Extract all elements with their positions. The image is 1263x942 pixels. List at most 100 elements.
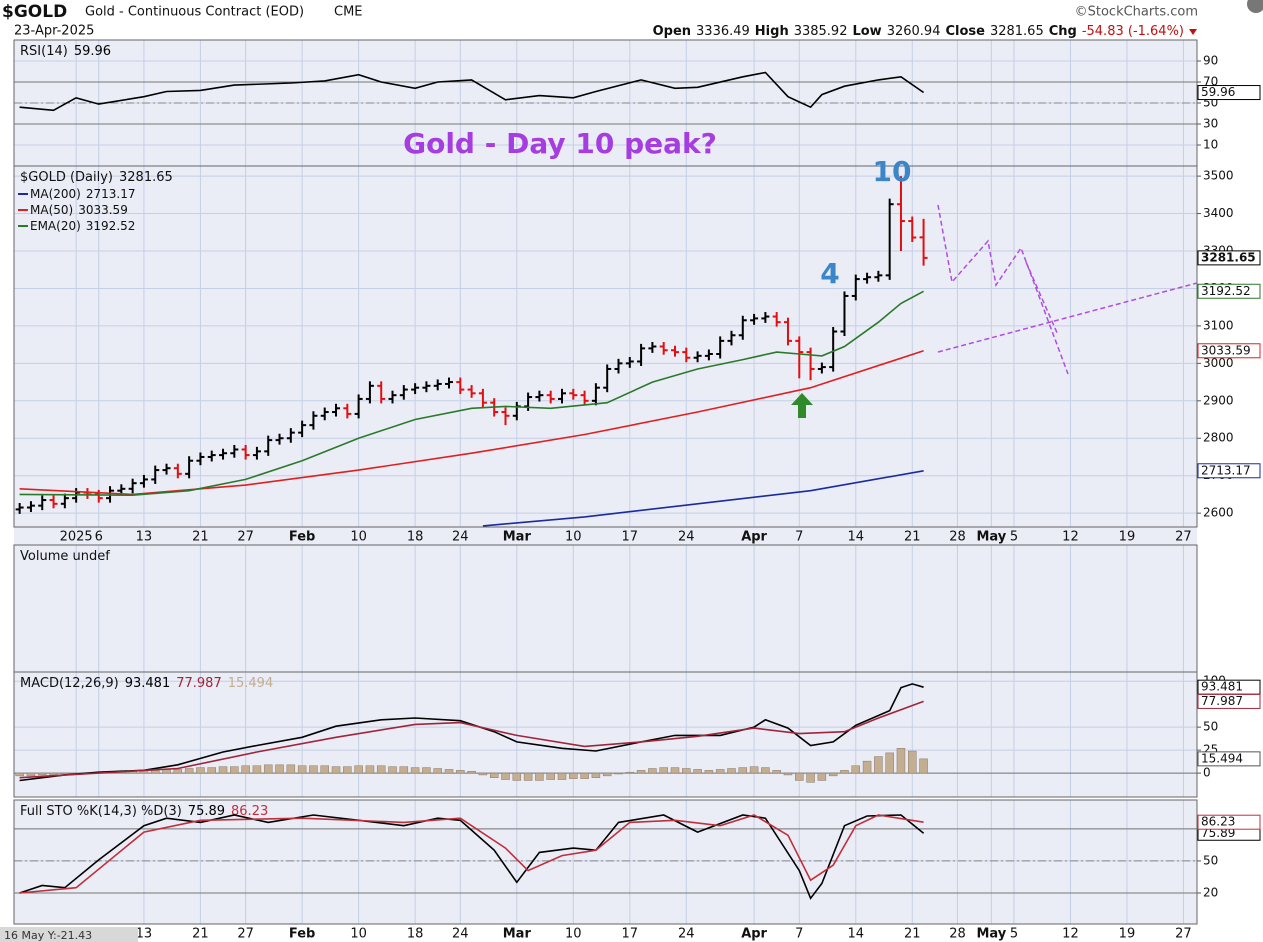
legend-value: 3192.52 xyxy=(86,219,136,233)
y-tick-label: 3500 xyxy=(1203,169,1234,183)
histogram-bar xyxy=(399,766,409,774)
series-line xyxy=(19,814,925,900)
histogram-bar xyxy=(15,772,24,777)
histogram-bar xyxy=(478,772,488,776)
histogram-bar xyxy=(523,772,533,781)
legend-title: $GOLD (Daily) xyxy=(20,170,113,185)
x-tick-label: 17 xyxy=(622,530,639,545)
histogram-bar xyxy=(275,764,284,774)
histogram-bar xyxy=(908,750,917,774)
legend: $GOLD (Daily) 3281.65 xyxy=(20,170,173,185)
series-line xyxy=(19,290,924,497)
series-line xyxy=(19,71,925,112)
legend-value: 77.987 xyxy=(176,676,222,691)
histogram-bar xyxy=(512,772,522,781)
y-tick-label: 3100 xyxy=(1203,318,1234,332)
legend: Volume undef xyxy=(20,549,110,564)
histogram-bar xyxy=(896,748,906,774)
y-tick-label: 50 xyxy=(1203,720,1218,734)
panel-border xyxy=(13,671,1198,798)
x-tick-label: 28 xyxy=(949,530,966,545)
histogram-bar xyxy=(840,770,849,774)
series-line xyxy=(482,470,924,527)
x-tick-label: 18 xyxy=(407,927,424,942)
histogram-bar xyxy=(410,767,420,774)
x-tick-label: Mar xyxy=(503,530,532,545)
x-tick-label: 21 xyxy=(192,927,209,942)
histogram-bar xyxy=(569,772,578,779)
histogram-bar xyxy=(376,765,386,774)
axis-band xyxy=(14,527,1197,545)
x-tick-label: Mar xyxy=(503,927,532,942)
y-tick-label: 30 xyxy=(1203,117,1218,131)
histogram-bar xyxy=(806,772,815,783)
histogram-bar xyxy=(422,767,431,774)
value-box-label: 15.494 xyxy=(1201,751,1243,765)
legend-title: Volume undef xyxy=(20,549,110,564)
legend-value: 15.494 xyxy=(228,676,274,691)
x-tick-label: 27 xyxy=(237,927,254,942)
x-tick-label: 27 xyxy=(1175,530,1192,545)
histogram-bar xyxy=(580,772,589,779)
histogram-bar xyxy=(704,770,714,774)
legend: RSI(14) 59.96 xyxy=(20,44,111,59)
legend-value: 86.23 xyxy=(231,804,268,819)
summary-item: 3260.94 xyxy=(887,24,941,39)
summary-item: Low xyxy=(852,24,881,39)
x-tick-label: May xyxy=(976,530,1006,545)
chart-title: Gold - Day 10 peak? xyxy=(403,127,717,160)
legend-value: 3033.59 xyxy=(78,203,128,217)
exchange: CME xyxy=(334,5,363,20)
legend-value: 3281.65 xyxy=(119,170,173,185)
histogram-bar xyxy=(444,769,454,774)
value-box-label: 2713.17 xyxy=(1201,463,1251,477)
histogram-bar xyxy=(670,767,680,774)
source: ©StockCharts.com xyxy=(1075,5,1198,20)
histogram-bar xyxy=(489,772,499,778)
legend-name: MA(50) xyxy=(30,203,73,217)
histogram-bar xyxy=(297,765,307,774)
histogram-bar xyxy=(354,765,363,774)
wave-label: 4 xyxy=(820,257,839,290)
value-box xyxy=(1197,751,1261,767)
histogram-bar xyxy=(546,772,555,780)
histogram-bar xyxy=(218,766,228,774)
histogram-bar xyxy=(614,772,623,775)
close-icon[interactable] xyxy=(1247,0,1263,13)
summary-item: 3336.49 xyxy=(696,24,750,39)
y-tick-label: 70 xyxy=(1203,75,1218,89)
histogram-bar xyxy=(648,768,657,774)
y-tick-label: 2900 xyxy=(1203,393,1234,407)
value-box xyxy=(1197,85,1261,101)
y-tick-label: 3400 xyxy=(1203,206,1234,220)
value-box-label: 86.23 xyxy=(1201,815,1235,829)
legend-value: 93.481 xyxy=(125,676,171,691)
histogram-bar xyxy=(49,772,58,776)
x-tick-label: 27 xyxy=(237,530,254,545)
histogram-bar xyxy=(286,764,296,774)
histogram-bar xyxy=(885,752,894,774)
x-tick-label: 18 xyxy=(407,530,424,545)
legend-title: MACD(12,26,9) xyxy=(20,676,119,691)
date: 23-Apr-2025 xyxy=(14,24,94,39)
ohlc-summary: Open 3336.49 High 3385.92 Low 3260.94 Close 328… xyxy=(653,24,1184,39)
value-box-label: 3192.52 xyxy=(1201,284,1251,298)
histogram-bar xyxy=(659,767,668,774)
y-tick-label: 2600 xyxy=(1203,506,1234,520)
x-tick-label: 5 xyxy=(1010,530,1018,545)
x-tick-label: Feb xyxy=(289,530,315,545)
x-tick-label: Apr xyxy=(741,927,767,942)
histogram-bar xyxy=(749,766,759,774)
value-box-label: 3033.59 xyxy=(1201,343,1251,357)
x-tick-label: Apr xyxy=(741,530,767,545)
histogram-bar xyxy=(388,766,397,774)
histogram-bar xyxy=(343,766,352,774)
histogram-bar xyxy=(467,771,476,774)
value-box xyxy=(1197,250,1261,266)
summary-item: Open xyxy=(653,24,691,39)
x-tick-label: 5 xyxy=(1010,927,1018,942)
x-tick-label: 19 xyxy=(1119,927,1136,942)
value-box-label: 93.481 xyxy=(1201,680,1243,694)
histogram-bar xyxy=(26,772,36,777)
